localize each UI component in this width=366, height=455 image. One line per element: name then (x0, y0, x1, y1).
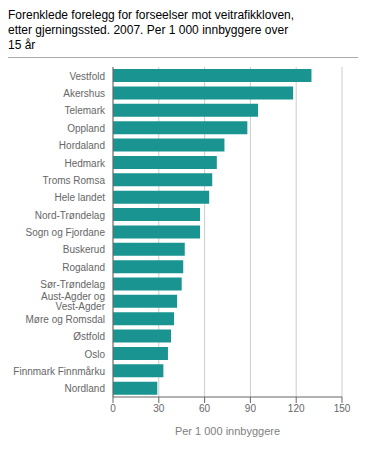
svg-text:120: 120 (288, 403, 305, 414)
svg-text:Hordaland: Hordaland (59, 140, 105, 151)
svg-text:90: 90 (245, 403, 257, 414)
svg-text:Østfold: Østfold (73, 331, 105, 342)
svg-text:Vestfold: Vestfold (69, 70, 105, 81)
svg-text:Telemark: Telemark (64, 105, 106, 116)
svg-text:30: 30 (153, 403, 165, 414)
svg-text:0: 0 (110, 403, 116, 414)
html-text:Forenklede forelegg for forsee: Forenklede forelegg for forseelser mot v… (8, 8, 295, 52)
svg-text:Oppland: Oppland (67, 122, 105, 133)
svg-text:Akershus: Akershus (63, 88, 105, 99)
svg-text:Nord-Trøndelag: Nord-Trøndelag (35, 209, 105, 220)
svg-text:Per 1 000 innbyggere: Per 1 000 innbyggere (175, 425, 280, 437)
svg-text:Hedmark: Hedmark (64, 157, 106, 168)
svg-text:Finnmark Finnmårku: Finnmark Finnmårku (13, 365, 105, 376)
svg-text:Sør-Trøndelag: Sør-Trøndelag (40, 279, 105, 290)
svg-text:Hele landet: Hele landet (54, 192, 105, 203)
svg-text:Troms Romsa: Troms Romsa (43, 174, 106, 185)
svg-text:Buskerud: Buskerud (63, 244, 105, 255)
svg-text:150: 150 (334, 403, 351, 414)
svg-text:Rogaland: Rogaland (62, 261, 105, 272)
svg-text:Aust-Agder ogVest-Agder: Aust-Agder ogVest-Agder (41, 291, 106, 312)
svg-text:Sogn og Fjordane: Sogn og Fjordane (25, 227, 105, 238)
svg-text:Møre og Romsdal: Møre og Romsdal (26, 313, 105, 324)
svg-text:Oslo: Oslo (84, 348, 105, 359)
svg-text:60: 60 (199, 403, 211, 414)
svg-text:Nordland: Nordland (64, 383, 105, 394)
